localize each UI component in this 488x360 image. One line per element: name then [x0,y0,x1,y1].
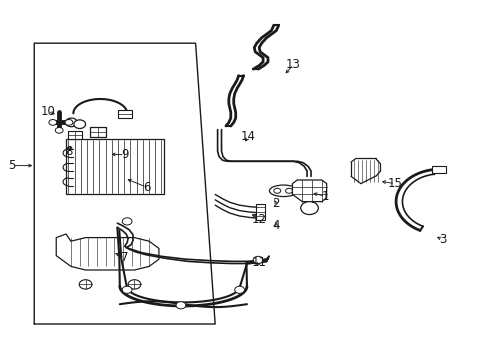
Text: 3: 3 [438,233,446,246]
Text: 13: 13 [285,58,300,71]
Text: 7: 7 [121,251,128,264]
Circle shape [122,218,132,225]
Circle shape [74,120,85,129]
Text: 12: 12 [251,213,266,226]
Text: 4: 4 [272,219,280,231]
Circle shape [122,286,132,293]
Text: 8: 8 [64,145,72,158]
Circle shape [285,188,292,193]
Circle shape [65,120,73,125]
Bar [90,127,106,137]
Text: 10: 10 [41,105,55,118]
Text: 1: 1 [321,190,328,203]
Circle shape [79,280,92,289]
Text: 9: 9 [121,148,128,161]
Circle shape [300,202,318,215]
Polygon shape [292,180,326,202]
Bar [66,139,163,194]
Ellipse shape [269,185,297,197]
Circle shape [273,188,280,193]
Text: 11: 11 [251,256,266,269]
Bar [431,166,445,173]
Circle shape [55,127,63,133]
Text: 14: 14 [241,130,255,143]
Text: 5: 5 [8,159,16,172]
Bar [68,131,82,139]
Circle shape [234,286,244,293]
Text: 15: 15 [387,177,402,190]
Text: 2: 2 [272,197,280,210]
Circle shape [176,302,185,309]
Circle shape [128,280,141,289]
Bar [118,110,132,118]
Bar [256,204,264,220]
Circle shape [253,256,263,264]
Circle shape [49,120,57,125]
Text: 6: 6 [142,181,150,194]
Circle shape [65,118,77,127]
